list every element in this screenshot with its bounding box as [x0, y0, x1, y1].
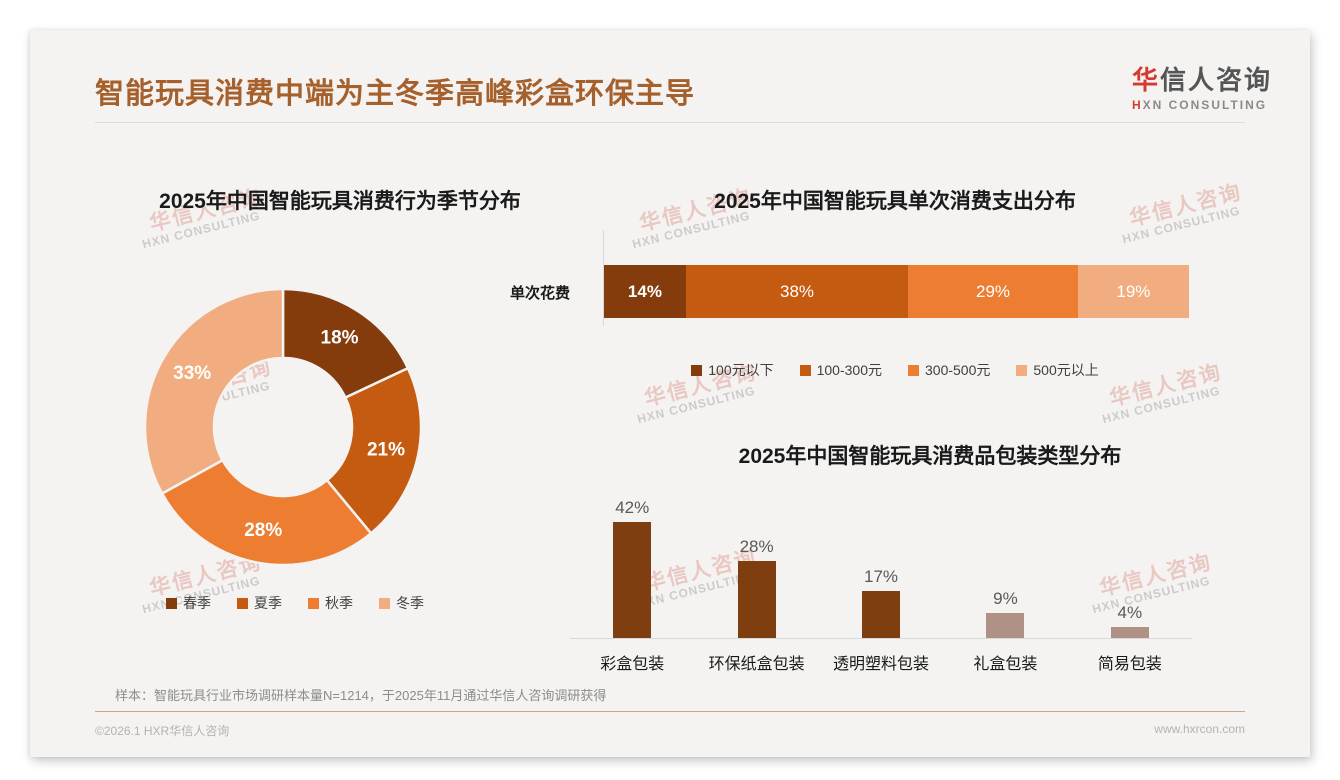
bar-slot: 28%: [694, 488, 818, 638]
stacked-legend: 100元以下 100-300元 300-500元 500元以上: [625, 360, 1165, 380]
donut-slice-冬季: [143, 287, 285, 496]
legend-item: 300-500元: [908, 360, 990, 380]
bar-slot: 42%: [570, 488, 694, 638]
legend-item: 100-300元: [799, 360, 882, 380]
legend-swatch-icon: [908, 364, 919, 376]
legend-item: 500元以上: [1016, 360, 1099, 380]
bar-category-label: 简易包装: [1097, 656, 1162, 673]
bar-slot: 17%: [819, 488, 943, 638]
legend-label: 夏季: [254, 595, 282, 611]
bar-slot: 9%: [943, 488, 1067, 638]
bar-value-label: 42%: [615, 498, 650, 517]
bar-礼盒包装: [986, 613, 1025, 638]
bar-category-label: 环保纸盒包装: [708, 656, 805, 673]
bar-slot: 4%: [1068, 488, 1192, 638]
legend-swatch-icon: [379, 597, 390, 609]
legend-label: 春季: [183, 595, 211, 611]
bar-透明塑料包装: [862, 591, 901, 638]
bar-chart-title: 2025年中国智能玩具消费品包装类型分布: [738, 445, 1122, 468]
donut-slice-label: 21%: [367, 440, 405, 461]
copyright-text: ©2026.1 HXR华信人咨询: [95, 724, 230, 738]
bar-value-label: 9%: [993, 589, 1018, 609]
stacked-category-label: 单次花费: [509, 285, 570, 302]
header-divider: [95, 122, 1245, 123]
bar-value-label: 28%: [739, 536, 774, 556]
legend-label: 300-500元: [925, 362, 991, 378]
bar-环保纸盒包装: [737, 560, 776, 638]
bar-chart-categories: 彩盒包装 环保纸盒包装 透明塑料包装 礼盒包装 简易包装: [570, 650, 1192, 674]
company-logo: 华信人咨询 HXN CONSULTING: [1132, 60, 1272, 112]
stacked-segment-100元以下: 14%: [604, 265, 686, 318]
footer-divider: [95, 711, 1245, 712]
donut-slice-秋季: [160, 458, 373, 567]
sample-footnote: 样本：智能玩具行业市场调研样本量N=1214，于2025年11月通过华信人咨询调…: [115, 688, 607, 703]
legend-swatch-icon: [799, 364, 811, 376]
bar-chart-baseline: [570, 638, 1192, 639]
legend-label: 秋季: [325, 595, 353, 611]
stacked-bar: 14% 38% 29% 19%: [604, 265, 1189, 318]
legend-label: 100元以下: [708, 362, 774, 378]
legend-swatch-icon: [691, 364, 703, 376]
bar-value-label: 4%: [1117, 602, 1143, 622]
legend-item: 春季: [166, 593, 211, 613]
bar-category-label: 礼盒包装: [973, 656, 1038, 673]
legend-item: 冬季: [379, 593, 424, 613]
bar-category-label: 透明塑料包装: [833, 656, 930, 673]
bar-category-label: 彩盒包装: [600, 656, 665, 673]
bar-彩盒包装: [613, 522, 652, 638]
donut-slice-夏季: [325, 366, 423, 536]
legend-swatch-icon: [237, 597, 248, 609]
logo-zh-text: 华信人咨询: [1131, 65, 1272, 95]
legend-swatch-icon: [166, 597, 177, 609]
website-url: www.hxrcon.com: [1154, 722, 1245, 736]
slide-card: 智能玩具消费中端为主冬季高峰彩盒环保主导 华信人咨询 HXN CONSULTIN…: [30, 30, 1310, 757]
logo-en-text: HXN CONSULTING: [1131, 98, 1268, 112]
stacked-axis-line: [603, 230, 604, 326]
stacked-segment-500元以上: 19%: [1077, 265, 1189, 318]
stacked-chart-title: 2025年中国智能玩具单次消费支出分布: [714, 190, 1076, 213]
stacked-segment-100-300元: 38%: [685, 265, 909, 318]
legend-item: 100元以下: [691, 360, 774, 380]
bar-简易包装: [1110, 626, 1149, 638]
stacked-segment-300-500元: 29%: [908, 265, 1078, 318]
legend-swatch-icon: [308, 597, 319, 609]
donut-chart: 18% 21% 28% 33%: [143, 287, 423, 567]
legend-item: 夏季: [237, 593, 282, 613]
donut-legend: 春季 夏季 秋季 冬季: [65, 593, 525, 613]
legend-label: 100-300元: [816, 362, 882, 378]
bar-value-label: 17%: [864, 567, 899, 587]
legend-item: 秋季: [308, 593, 353, 613]
bar-chart-plot: 42% 28% 17% 9% 4%: [570, 488, 1192, 638]
donut-slice-label: 18%: [321, 327, 359, 348]
page-title: 智能玩具消费中端为主冬季高峰彩盒环保主导: [95, 78, 696, 110]
legend-label: 冬季: [396, 595, 424, 611]
legend-label: 500元以上: [1033, 362, 1099, 378]
legend-swatch-icon: [1016, 364, 1028, 376]
donut-slice-label: 33%: [173, 363, 211, 384]
donut-slice-label: 28%: [244, 520, 282, 541]
donut-chart-title: 2025年中国智能玩具消费行为季节分布: [159, 190, 521, 213]
